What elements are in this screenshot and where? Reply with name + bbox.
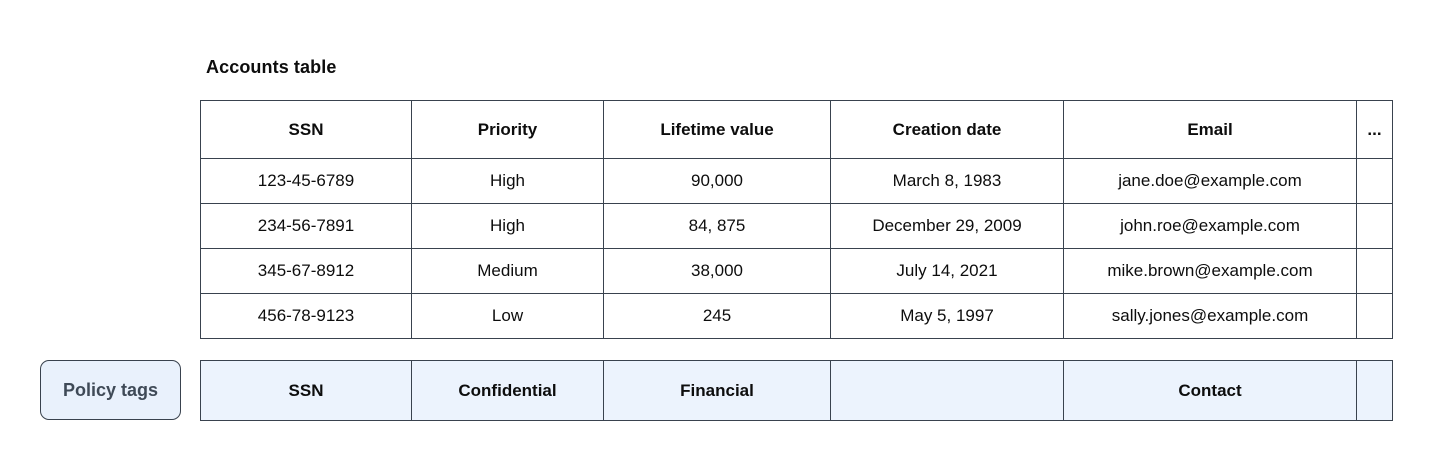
cell-more: [1356, 293, 1393, 339]
cell-email: john.roe@example.com: [1063, 203, 1357, 249]
cell-ssn: 123-45-6789: [200, 158, 412, 204]
accounts-table: SSN Priority Lifetime value Creation dat…: [200, 100, 1393, 339]
cell-priority: High: [411, 203, 604, 249]
cell-lifetime-value: 245: [603, 293, 831, 339]
column-header-more-ellipsis: ...: [1356, 100, 1393, 159]
cell-ssn: 234-56-7891: [200, 203, 412, 249]
cell-email: jane.doe@example.com: [1063, 158, 1357, 204]
cell-creation-date: May 5, 1997: [830, 293, 1064, 339]
table-row: 456-78-9123 Low 245 May 5, 1997 sally.jo…: [200, 293, 1393, 339]
cell-creation-date: July 14, 2021: [830, 248, 1064, 294]
cell-more: [1356, 203, 1393, 249]
column-header-priority: Priority: [411, 100, 604, 159]
column-header-ssn: SSN: [200, 100, 412, 159]
cell-lifetime-value: 38,000: [603, 248, 831, 294]
column-header-creation-date: Creation date: [830, 100, 1064, 159]
cell-priority: High: [411, 158, 604, 204]
accounts-table-body: 123-45-6789 High 90,000 March 8, 1983 ja…: [200, 158, 1393, 339]
accounts-table-header: SSN Priority Lifetime value Creation dat…: [200, 100, 1393, 159]
policy-tag-cell-confidential: Confidential: [411, 360, 604, 421]
policy-tags-row: SSN Confidential Financial Contact: [200, 360, 1393, 421]
column-header-email: Email: [1063, 100, 1357, 159]
cell-creation-date: March 8, 1983: [830, 158, 1064, 204]
policy-tag-cell-more: [1356, 360, 1393, 421]
policy-tags-cells: SSN Confidential Financial Contact: [200, 360, 1393, 421]
cell-lifetime-value: 84, 875: [603, 203, 831, 249]
accounts-table-title: Accounts table: [206, 57, 337, 77]
cell-creation-date: December 29, 2009: [830, 203, 1064, 249]
cell-priority: Medium: [411, 248, 604, 294]
cell-ssn: 456-78-9123: [200, 293, 412, 339]
cell-email: mike.brown@example.com: [1063, 248, 1357, 294]
policy-tag-cell-empty: [830, 360, 1064, 421]
cell-email: sally.jones@example.com: [1063, 293, 1357, 339]
table-row: 123-45-6789 High 90,000 March 8, 1983 ja…: [200, 158, 1393, 204]
column-header-lifetime-value: Lifetime value: [603, 100, 831, 159]
policy-tags-button-label: Policy tags: [62, 379, 159, 400]
cell-lifetime-value: 90,000: [603, 158, 831, 204]
header-row: SSN Priority Lifetime value Creation dat…: [200, 100, 1393, 159]
policy-tags-button[interactable]: Policy tags: [40, 360, 181, 420]
cell-ssn: 345-67-8912: [200, 248, 412, 294]
policy-tag-cell-financial: Financial: [603, 360, 831, 421]
policy-tag-cell-contact: Contact: [1063, 360, 1357, 421]
table-row: 234-56-7891 High 84, 875 December 29, 20…: [200, 203, 1393, 249]
cell-more: [1356, 248, 1393, 294]
policy-tag-cell-ssn: SSN: [200, 360, 412, 421]
table-row: 345-67-8912 Medium 38,000 July 14, 2021 …: [200, 248, 1393, 294]
cell-priority: Low: [411, 293, 604, 339]
cell-more: [1356, 158, 1393, 204]
